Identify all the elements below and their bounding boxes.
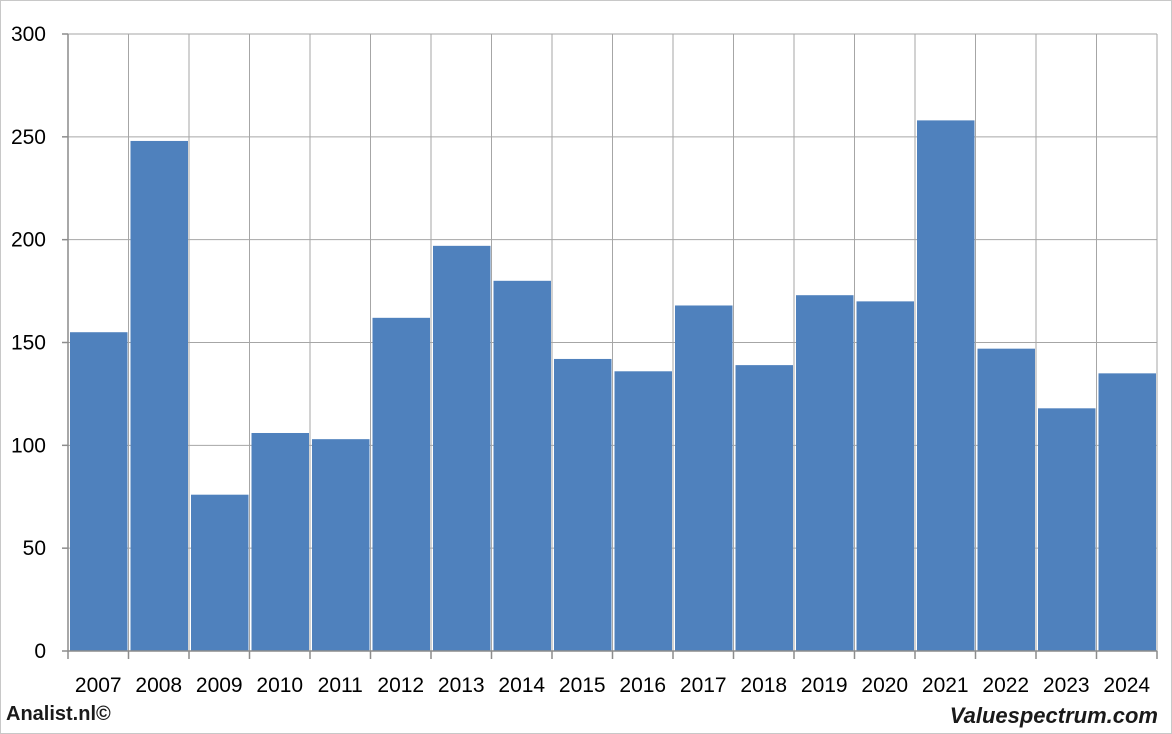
- x-tick-label: 2009: [196, 674, 243, 697]
- bar: [614, 371, 672, 651]
- source-label: Analist.nl©: [6, 703, 111, 725]
- x-tick-label: 2015: [559, 674, 606, 697]
- bar: [1098, 373, 1156, 651]
- bar: [735, 365, 793, 651]
- x-tick-label: 2022: [982, 674, 1029, 697]
- x-tick-label: 2020: [861, 674, 908, 697]
- watermark-label: Valuespectrum.com: [949, 703, 1158, 728]
- x-tick-label: 2010: [256, 674, 303, 697]
- bar: [191, 494, 249, 651]
- bar: [675, 305, 733, 651]
- x-tick-label: 2023: [1043, 674, 1090, 697]
- x-tick-label: 2018: [740, 674, 787, 697]
- bar: [372, 317, 430, 651]
- y-tick-label: 300: [11, 23, 46, 46]
- bar: [917, 120, 975, 651]
- x-tick-label: 2019: [801, 674, 848, 697]
- bar: [493, 280, 551, 651]
- x-tick-label: 2012: [377, 674, 424, 697]
- x-tick-label: 2013: [438, 674, 485, 697]
- bar: [130, 140, 188, 652]
- bar: [977, 348, 1035, 651]
- bar: [70, 332, 128, 651]
- x-tick-label: 2011: [318, 674, 363, 697]
- x-tick-label: 2008: [135, 674, 182, 697]
- y-tick-label: 100: [11, 434, 46, 457]
- y-tick-label: 200: [11, 229, 46, 252]
- bar: [312, 439, 370, 651]
- x-tick-label: 2021: [922, 674, 969, 697]
- bar: [856, 301, 914, 651]
- y-tick-label: 250: [11, 126, 46, 149]
- x-tick-label: 2017: [680, 674, 727, 697]
- y-tick-label: 50: [23, 537, 46, 560]
- y-tick-label: 0: [34, 640, 46, 663]
- bar: [251, 432, 309, 651]
- x-tick-label: 2024: [1103, 674, 1150, 697]
- x-tick-label: 2016: [619, 674, 666, 697]
- bar: [1038, 408, 1096, 651]
- bar: [433, 245, 491, 651]
- x-tick-label: 2007: [75, 674, 122, 697]
- y-tick-label: 150: [11, 332, 46, 355]
- bar: [796, 295, 854, 651]
- bar: [554, 358, 612, 651]
- x-tick-label: 2014: [498, 674, 545, 697]
